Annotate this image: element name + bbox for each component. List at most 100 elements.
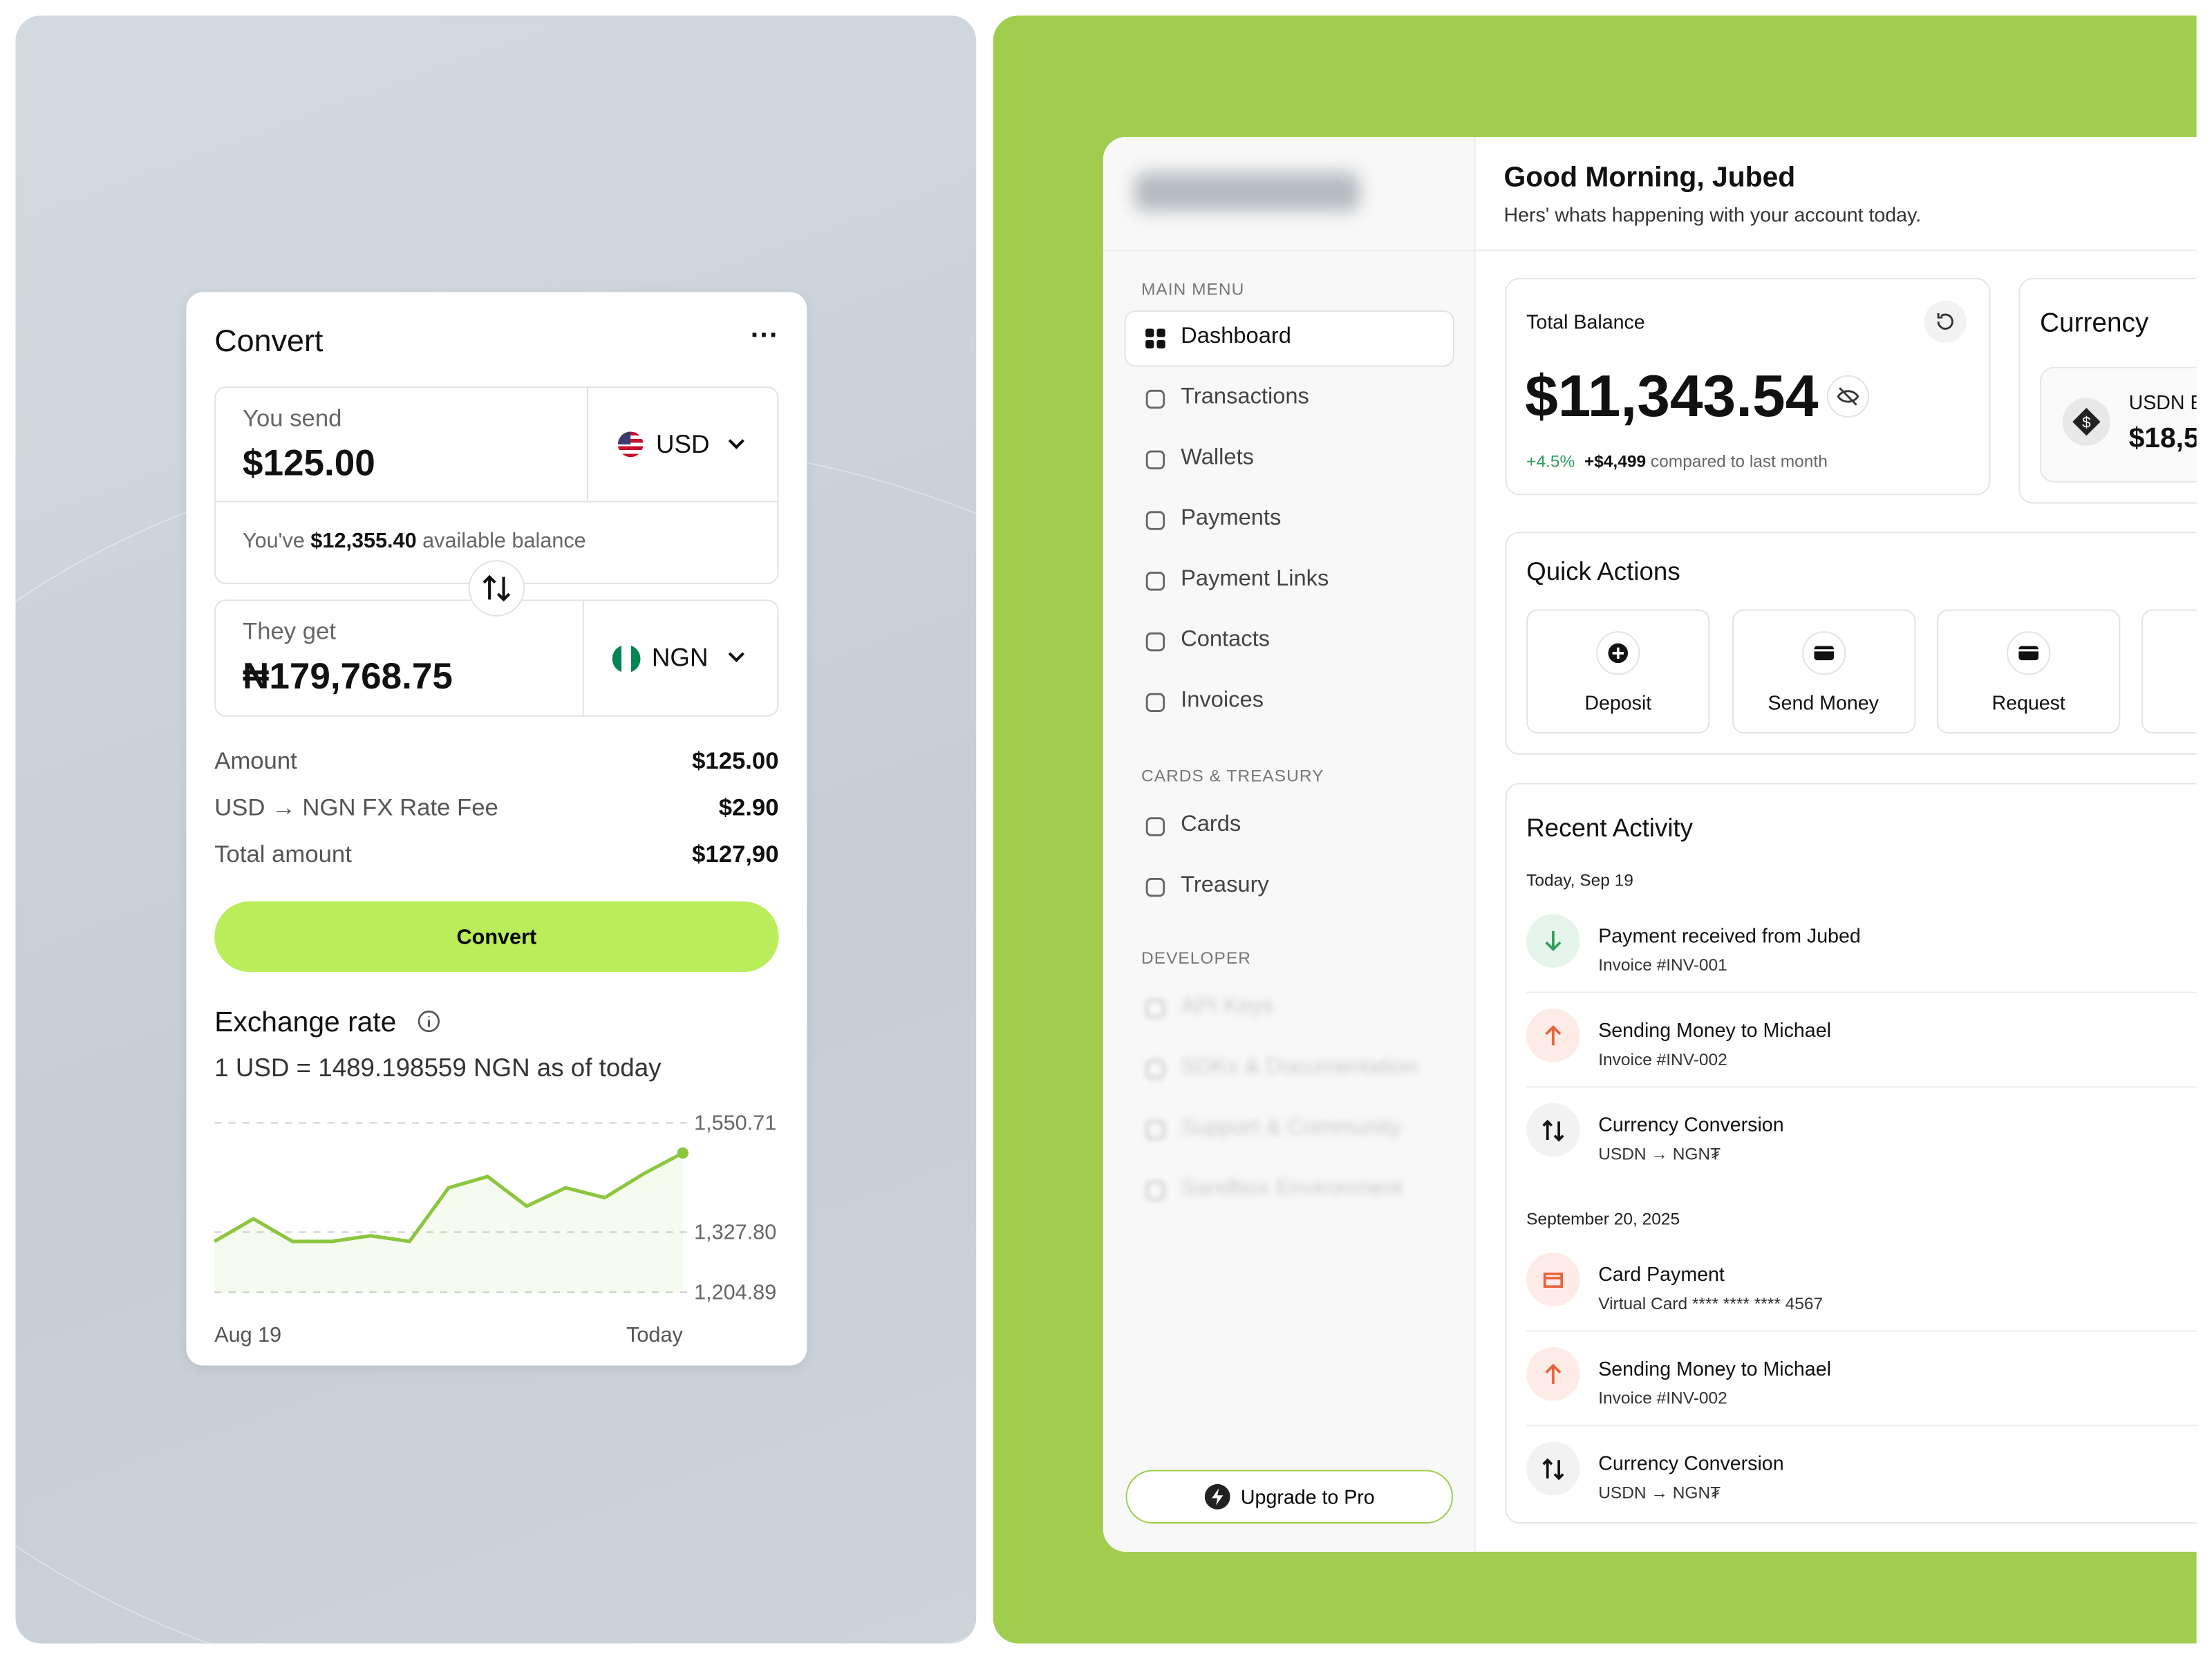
- upgrade-button[interactable]: Upgrade to Pro: [1125, 1470, 1454, 1524]
- menu-icon-part: [1145, 632, 1165, 652]
- activity-icon-part: [1543, 1273, 1564, 1288]
- menu-icon: [1143, 447, 1168, 480]
- currency-icon: $: [2062, 397, 2111, 446]
- active-item[interactable]: [1124, 310, 1455, 367]
- menu-icon-part: [1145, 877, 1165, 897]
- menu-item[interactable]: Payment Links: [1181, 567, 1329, 592]
- send-currency[interactable]: USD: [655, 430, 710, 459]
- x-tick-label: Today: [626, 1323, 683, 1347]
- balance-line: You've $12,355.40 available balance: [243, 529, 586, 553]
- menu-item[interactable]: Treasury: [1181, 873, 1269, 897]
- activity-icon-part: [1545, 1363, 1562, 1385]
- quick-action[interactable]: [1937, 609, 2121, 734]
- activity-sub: Invoice #INV-002: [1598, 1049, 1727, 1069]
- convert-button[interactable]: Convert: [214, 901, 779, 973]
- activity-icon: [1526, 914, 1580, 975]
- get-currency[interactable]: NGN: [651, 643, 709, 672]
- activity-icon-part: [1542, 1119, 1564, 1142]
- menu-icon-part: [1156, 339, 1165, 349]
- activity-title[interactable]: Currency Conversion: [1598, 1451, 1784, 1474]
- date-heading: September 20, 2025: [1526, 1208, 1680, 1229]
- activity-icon: [1526, 1253, 1580, 1313]
- menu-item[interactable]: Invoices: [1181, 688, 1264, 713]
- swap-icon: [482, 574, 511, 602]
- menu-item[interactable]: Sandbox Environment: [1181, 1177, 1403, 1201]
- menu-icon-part: [1145, 1121, 1165, 1140]
- quick-icon-part: [1813, 646, 1834, 661]
- menu-item[interactable]: Support & Community: [1181, 1116, 1402, 1140]
- card-title: Convert: [214, 323, 324, 359]
- menu-item[interactable]: SDKs & Documentation: [1181, 1055, 1418, 1080]
- quick-icon-part: [2007, 631, 2051, 675]
- menu-item[interactable]: Wallets: [1181, 445, 1254, 470]
- menu-icon: [1143, 629, 1168, 662]
- end-point: [677, 1147, 688, 1159]
- menu-icon: [1143, 568, 1168, 601]
- us-flag: [617, 431, 644, 458]
- menu-icon-part: [1145, 693, 1165, 712]
- divider: [582, 599, 584, 717]
- menu-item[interactable]: Dashboard: [1181, 324, 1291, 349]
- activity-icon-part: [1526, 1253, 1580, 1306]
- quick-action-partial[interactable]: [2141, 609, 2197, 734]
- menu-item[interactable]: API Keys: [1181, 994, 1274, 1019]
- send-label: You send: [243, 404, 342, 432]
- menu-item[interactable]: Payments: [1181, 506, 1282, 531]
- change-amt: +$4,499: [1584, 451, 1647, 471]
- balance-value: $11,343.54: [1525, 362, 1819, 429]
- menu-icon: [1143, 690, 1168, 722]
- activity-sub: Invoice #INV-001: [1598, 955, 1727, 975]
- menu-icon-part: [1145, 511, 1165, 530]
- quick-label[interactable]: Send Money: [1768, 691, 1879, 714]
- more-button[interactable]: ···: [750, 320, 779, 352]
- menu-icon-part: [1145, 693, 1165, 712]
- activity-title[interactable]: Payment received from Jubed: [1598, 924, 1861, 947]
- menu-item[interactable]: Cards: [1181, 812, 1241, 837]
- hide-button[interactable]: [1826, 375, 1870, 418]
- activity-title[interactable]: Currency Conversion: [1598, 1113, 1784, 1136]
- activity-icon-part: [1543, 1273, 1564, 1288]
- quick-label[interactable]: Deposit: [1584, 691, 1652, 714]
- upgrade-label: Upgrade to Pro: [1240, 1485, 1375, 1508]
- rate-chart: 1,550.71 1,327.80 1,204.89 Aug 19 Today: [213, 1112, 776, 1347]
- get-amount: ₦179,768.75: [243, 654, 453, 697]
- currency-name: USDN E: [2128, 391, 2197, 413]
- balance-prefix: You've: [243, 529, 305, 553]
- swap-button[interactable]: [468, 560, 525, 617]
- currency-card: [2018, 278, 2197, 504]
- summary-label: Amount: [214, 747, 297, 775]
- menu-icon-part: [1145, 1181, 1165, 1201]
- refresh-button[interactable]: [1924, 300, 1967, 343]
- activity-title[interactable]: Card Payment: [1598, 1262, 1725, 1286]
- svg-text:$: $: [2082, 413, 2091, 431]
- refresh-icon: [1937, 313, 1953, 330]
- menu-icon-part: [1145, 328, 1165, 349]
- activity-icon-part: [1526, 1103, 1580, 1157]
- menu-icon-part: [1145, 572, 1165, 591]
- menu-icon-part: [1145, 632, 1165, 652]
- section-title: MAIN MENU: [1141, 279, 1245, 299]
- divider: [586, 386, 589, 503]
- info-icon[interactable]: [416, 1009, 442, 1034]
- activity-title[interactable]: Sending Money to Michael: [1598, 1357, 1831, 1380]
- quick-label[interactable]: Request: [1991, 691, 2065, 714]
- menu-icon-part: [1145, 1121, 1165, 1140]
- line: [213, 1151, 684, 1244]
- menu-icon-part: [1145, 389, 1165, 409]
- menu-icon-part: [1145, 817, 1165, 836]
- menu-item[interactable]: Transactions: [1181, 385, 1309, 409]
- activity-title[interactable]: Sending Money to Michael: [1598, 1018, 1831, 1042]
- activity-icon-part: [1545, 930, 1562, 952]
- summary-label: Total amount: [214, 841, 352, 868]
- activity-icon-part: [1542, 1458, 1564, 1481]
- quick-action[interactable]: [1732, 609, 1915, 734]
- activity-card: [1505, 782, 2197, 1524]
- activity-icon-part: [1545, 1363, 1562, 1385]
- activity-icon-part: [1526, 1253, 1580, 1306]
- menu-item[interactable]: Contacts: [1181, 628, 1271, 652]
- chevron: [728, 439, 744, 449]
- quick-title: Quick Actions: [1526, 557, 1680, 585]
- quick-action[interactable]: [1526, 609, 1710, 734]
- menu-icon-part: [1145, 389, 1165, 409]
- menu-icon-part: [1145, 1060, 1165, 1079]
